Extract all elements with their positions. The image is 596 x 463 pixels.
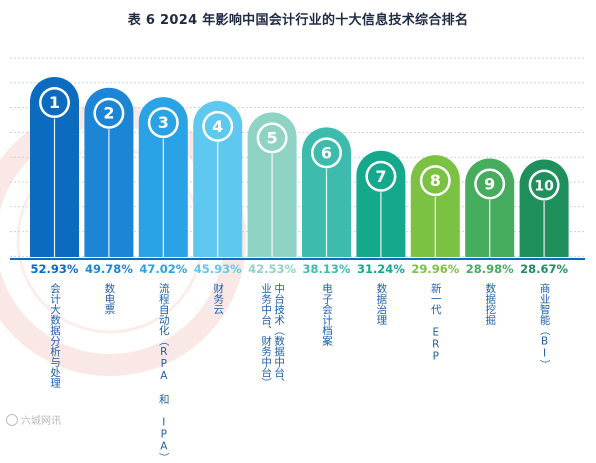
value-label: 29.96% [411, 262, 459, 276]
rank-number: 10 [534, 179, 554, 195]
watermark-logo-icon [6, 413, 18, 426]
rank-number: 6 [321, 143, 332, 162]
rank-badge-inner [531, 172, 558, 199]
category-label: 新一代 ERP [429, 283, 442, 363]
value-label: 52.93% [31, 262, 79, 276]
rank-badge-inner [422, 167, 449, 194]
bar-chart: 1 52.93% 2 49.78% 3 47.02% 4 45.93% 5 42.53% 6 38.1… [0, 57, 585, 376]
rank-number: 2 [103, 104, 114, 123]
watermark: 六城网讯 [6, 412, 61, 427]
rank-number: 5 [267, 128, 278, 147]
value-label: 28.67% [520, 262, 568, 276]
category-label: 商业智能（BI） [538, 283, 551, 370]
rank-badge-inner [41, 89, 68, 116]
rank-badge-inner [95, 100, 122, 127]
rank-number: 3 [158, 113, 169, 132]
rank-badge-inner [259, 124, 286, 151]
value-label: 38.13% [303, 262, 351, 276]
value-label: 31.24% [357, 262, 405, 276]
chart-title: 表 6 2024 年影响中国会计行业的十大信息技术综合排名 [127, 13, 469, 28]
category-label: 数据挖掘 [484, 283, 497, 325]
category-label: 会计大数据分析与处理 [49, 283, 61, 388]
value-label: 42.53% [248, 262, 296, 276]
value-label: 49.78% [85, 262, 133, 276]
rank-badge-inner [204, 113, 231, 140]
rank-number: 1 [49, 93, 60, 112]
category-label: 中台技术（数据中台、 业务中台、财务中台） [260, 283, 286, 388]
category-label: 数电票 [103, 283, 116, 315]
value-label: 47.02% [139, 262, 187, 276]
category-label: 财务云 [212, 283, 225, 315]
rank-number: 7 [375, 167, 386, 186]
rank-badge-inner [367, 163, 394, 190]
rank-badge-inner [313, 139, 340, 166]
rank-number: 9 [484, 174, 495, 193]
rank-badge-inner [150, 109, 177, 136]
category-label: 数据治理 [375, 283, 388, 325]
rank-number: 8 [430, 171, 441, 190]
rank-badge-inner [476, 170, 503, 197]
value-label: 28.98% [466, 262, 514, 276]
value-label: 45.93% [194, 262, 242, 276]
category-label: 流程自动化（RPA 和 IPA） [157, 283, 170, 463]
rank-number: 4 [212, 117, 223, 136]
watermark-text: 六城网讯 [21, 416, 61, 427]
category-label: 电子会计档案 [321, 283, 333, 346]
